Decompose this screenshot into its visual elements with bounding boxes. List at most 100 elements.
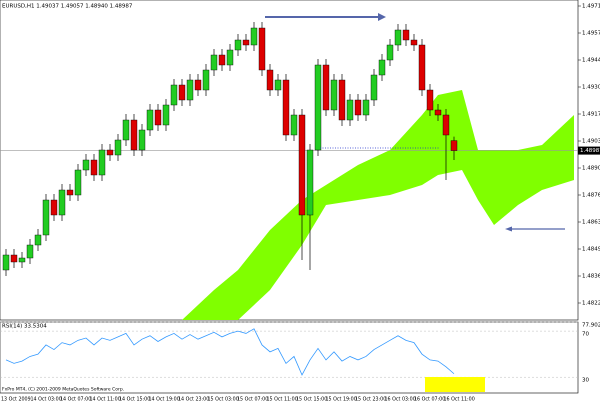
candle-body bbox=[114, 139, 122, 156]
y-tick-label: 1.49170 bbox=[582, 112, 600, 118]
candle-body bbox=[154, 109, 162, 126]
candle-body bbox=[450, 140, 458, 151]
rsi-tick-label: 70 bbox=[582, 332, 589, 338]
x-tick-label: 13 Oct 2009 bbox=[1, 397, 31, 403]
candle-body bbox=[330, 79, 338, 111]
candle-body bbox=[378, 59, 386, 76]
candle-body bbox=[242, 39, 250, 46]
x-tick-label: 14 Oct 07:00 bbox=[60, 397, 91, 403]
y-tick-label: 1.48225 bbox=[582, 301, 600, 307]
candle-body bbox=[138, 129, 146, 151]
candle-body bbox=[298, 114, 306, 216]
candle-body bbox=[354, 99, 362, 116]
candle-body bbox=[394, 29, 402, 46]
candle-body bbox=[250, 27, 258, 46]
candle-body bbox=[186, 79, 194, 101]
candle-body bbox=[210, 54, 218, 71]
candle-body bbox=[50, 199, 58, 216]
candle-body bbox=[362, 99, 370, 116]
candle-body bbox=[442, 114, 450, 136]
x-tick-label: 15 Oct 03:00 bbox=[208, 397, 239, 403]
x-tick-label: 15 Oct 23:00 bbox=[355, 397, 386, 403]
x-tick-label: 15 Oct 11:00 bbox=[267, 397, 298, 403]
rsi-tick-label: 30 bbox=[582, 378, 589, 384]
candle-body bbox=[274, 79, 282, 91]
candle-body bbox=[234, 39, 242, 51]
y-tick-label: 1.49440 bbox=[582, 58, 600, 64]
candle-body bbox=[290, 114, 298, 136]
candle-body bbox=[410, 39, 418, 46]
candle-body bbox=[434, 109, 442, 116]
candle-body bbox=[42, 199, 50, 236]
candle-body bbox=[106, 149, 114, 156]
candle-body bbox=[10, 254, 18, 263]
candle-body bbox=[426, 89, 434, 111]
candle-body bbox=[162, 104, 170, 126]
y-tick-label: 1.49305 bbox=[582, 85, 600, 91]
y-tick-label: 1.48900 bbox=[582, 166, 600, 172]
x-tick-label: 14 Oct 23:00 bbox=[178, 397, 209, 403]
candle-body bbox=[218, 54, 226, 66]
bid-box bbox=[578, 146, 600, 155]
arrow-head bbox=[378, 13, 386, 21]
candle-body bbox=[346, 99, 354, 121]
x-tick-label: 14 Oct 03:00 bbox=[31, 397, 62, 403]
candle-body bbox=[74, 169, 82, 196]
y-tick-label: 1.49575 bbox=[582, 31, 600, 37]
candle-body bbox=[226, 49, 234, 66]
x-tick-label: 14 Oct 11:00 bbox=[90, 397, 121, 403]
x-tick-label: 15 Oct 15:00 bbox=[296, 397, 327, 403]
arrow-head bbox=[505, 226, 512, 232]
candle-body bbox=[98, 149, 106, 176]
candle-body bbox=[170, 84, 178, 106]
highlight-box bbox=[425, 377, 485, 392]
x-tick-label: 16 Oct 03:00 bbox=[385, 397, 416, 403]
ichimoku-cloud bbox=[182, 90, 574, 320]
candle-body bbox=[34, 234, 42, 246]
candle-body bbox=[322, 64, 330, 111]
candle-body bbox=[26, 244, 34, 259]
candle-body bbox=[90, 159, 98, 176]
candle-body bbox=[282, 79, 290, 136]
candle-body bbox=[2, 254, 10, 271]
candle-body bbox=[402, 29, 410, 41]
candle-body bbox=[306, 149, 314, 216]
x-tick-label: 15 Oct 07:00 bbox=[237, 397, 268, 403]
y-tick-label: 1.49710 bbox=[582, 4, 600, 10]
x-tick-label: 14 Oct 15:00 bbox=[119, 397, 150, 403]
y-tick-label: 1.48630 bbox=[582, 220, 600, 226]
x-tick-label: 16 Oct 11:00 bbox=[444, 397, 475, 403]
chart-title: EURUSD,H1 1.49037 1.49057 1.48940 1.4898… bbox=[2, 4, 133, 10]
candle-body bbox=[386, 44, 394, 61]
y-tick-label: 1.48765 bbox=[582, 193, 600, 199]
candle-body bbox=[178, 84, 186, 101]
x-tick-label: 15 Oct 19:00 bbox=[326, 397, 357, 403]
candle-body bbox=[338, 79, 346, 121]
copyright: FxPro MT4, (C) 2001-2009 MetaQuotes Soft… bbox=[2, 387, 124, 393]
y-tick-label: 1.48495 bbox=[582, 247, 600, 253]
candle-body bbox=[258, 27, 266, 71]
candle-body bbox=[58, 189, 66, 216]
x-tick-label: 14 Oct 19:00 bbox=[149, 397, 180, 403]
y-tick-label: 1.48360 bbox=[582, 274, 600, 280]
candle-body bbox=[314, 64, 322, 151]
x-tick-label: 16 Oct 07:00 bbox=[414, 397, 445, 403]
candle-body bbox=[418, 44, 426, 91]
rsi-line bbox=[5, 328, 455, 376]
y-tick-label: 1.49035 bbox=[582, 139, 600, 145]
rsi-pane bbox=[0, 321, 579, 394]
candle-body bbox=[146, 109, 154, 131]
candle-body bbox=[18, 257, 26, 263]
candle-body bbox=[370, 74, 378, 101]
candle-body bbox=[266, 69, 274, 91]
candle-body bbox=[122, 119, 130, 141]
candle-body bbox=[130, 119, 138, 151]
candle-body bbox=[66, 189, 74, 196]
candle-body bbox=[82, 159, 90, 171]
candle-body bbox=[194, 79, 202, 91]
bid-label: 1.48987 bbox=[580, 148, 600, 154]
candle-body bbox=[202, 69, 210, 91]
rsi-label: RSI(14) 33.5304 bbox=[2, 324, 47, 330]
